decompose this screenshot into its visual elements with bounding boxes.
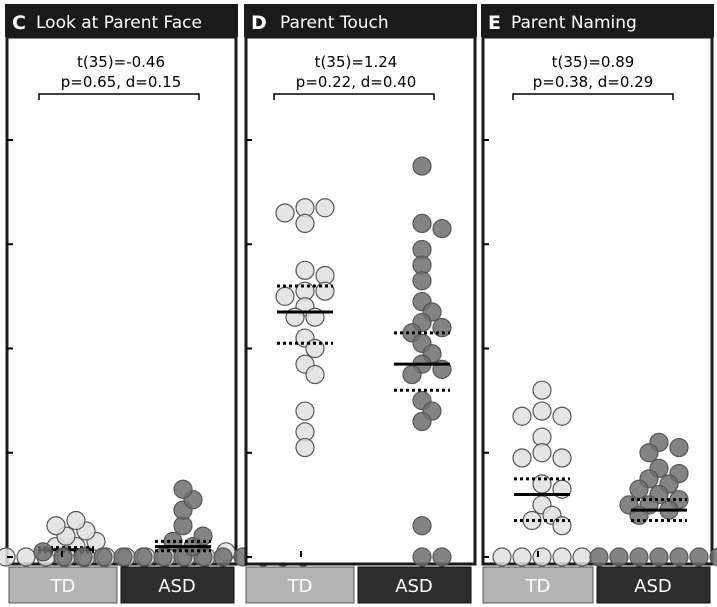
panel-e-title: Parent Naming: [511, 13, 637, 33]
panel-d-asd-point: [432, 547, 452, 567]
panel-e-td-point: [572, 547, 592, 567]
panel-d-title: Parent Touch: [280, 13, 389, 33]
panel-c: C Look at Parent Face t(35)=-0.46 p=0.65…: [0, 4, 333, 604]
panel-c-asd-label: ASD: [158, 576, 196, 597]
panel-e-td-point: [532, 547, 552, 567]
panel-d-asd-point: [412, 271, 432, 291]
panel-d-td-point: [305, 364, 325, 385]
panel-e-asd-point: [629, 479, 649, 499]
panel-c-td-button[interactable]: [8, 566, 118, 604]
panel-e-td-point: [532, 401, 552, 421]
panel-e-td-point: [552, 406, 572, 426]
panel-c-asd-point: [93, 547, 113, 567]
panel-e-td-point: [532, 474, 552, 494]
panel-d-td-button[interactable]: [245, 566, 355, 604]
panel-d-marks: [275, 156, 452, 567]
panel-d-stat-t: t(35)=1.24: [315, 53, 398, 71]
panel-d-td-label: TD: [287, 576, 313, 597]
panel-e-td-point: [552, 547, 572, 567]
panel-c-td-label: TD: [50, 576, 76, 597]
panel-e-td-point: [552, 448, 572, 468]
panel-c-plot-area: [5, 35, 238, 566]
panel-d-asd-point: [412, 213, 432, 233]
panel-c-td-point: [46, 516, 66, 536]
panel-e-asd-point: [669, 547, 689, 567]
panel-c-td-point: [66, 510, 86, 531]
panel-e-header: [481, 4, 714, 37]
panel-d-asd-point: [412, 547, 432, 567]
panel-e-stat-p: p=0.38, d=0.29: [533, 73, 654, 91]
panel-d-asd-label: ASD: [395, 576, 433, 597]
panel-c-asd-point: [133, 547, 153, 567]
panel-e-asd-point: [649, 547, 669, 567]
panel-e-significance-bracket: [512, 93, 674, 100]
panel-d-td-point: [295, 213, 315, 233]
panel-e-td-label: TD: [525, 576, 551, 597]
panel-c-stat-p: p=0.65, d=0.15: [61, 73, 182, 91]
panel-d-ticks: [246, 139, 302, 558]
panel-e-asd-point: [589, 547, 609, 567]
panel-d-asd-point: [412, 516, 432, 536]
panel-d-td-point: [295, 401, 315, 421]
panel-e-stat-t: t(35)=0.89: [552, 53, 635, 71]
panel-e: E Parent Naming t(35)=0.89 p=0.38, d=0.2…: [481, 4, 717, 604]
panel-c-letter: C: [12, 12, 26, 34]
panel-d-td-point: [295, 437, 315, 458]
panel-e-td-point: [532, 380, 552, 400]
panel-d-asd-point: [432, 219, 452, 239]
panel-d-letter: D: [251, 12, 267, 34]
panel-e-asd-point: [669, 437, 689, 458]
panel-c-asd-button[interactable]: [120, 566, 235, 604]
panel-e-td-point: [512, 406, 532, 426]
panel-c-significance-bracket: [38, 93, 200, 100]
panel-c-asd-point: [113, 547, 133, 567]
panel-d-td-point: [315, 198, 335, 218]
panel-e-asd-point: [689, 547, 709, 567]
panel-c-td-point: [16, 547, 36, 567]
panel-c-asd-point: [33, 542, 53, 562]
panel-d-asd-button[interactable]: [357, 566, 472, 604]
panel-e-asd-label: ASD: [634, 576, 672, 597]
panel-d-asd-point: [412, 411, 432, 432]
panel-c-asd-point: [173, 479, 193, 499]
panel-e-marks: [492, 380, 717, 567]
panel-c-header: [5, 4, 238, 37]
panel-c-ticks: [7, 139, 63, 558]
panel-d-td-point: [275, 203, 295, 223]
panel-e-asd-point: [629, 547, 649, 567]
panel-c-asd-point: [73, 547, 93, 567]
panel-d-significance-bracket: [273, 93, 435, 100]
panel-c-asd-point: [213, 547, 233, 567]
panel-e-td-point: [512, 547, 532, 567]
panel-d-td-point: [275, 286, 295, 306]
panel-e-asd-point: [709, 547, 717, 567]
panel-e-td-point: [532, 443, 552, 463]
panel-d: D Parent Touch t(35)=1.24 p=0.22, d=0.40…: [244, 4, 477, 604]
panel-e-asd-point: [639, 443, 659, 463]
panel-d-td-point: [295, 260, 315, 280]
panel-c-title: Look at Parent Face: [36, 13, 202, 33]
panel-d-asd-point: [412, 156, 432, 176]
panel-d-header: [244, 4, 477, 37]
panel-e-ticks: [483, 139, 539, 558]
panel-e-letter: E: [488, 12, 501, 34]
panel-d-asd-point: [402, 364, 422, 385]
panel-e-td-point: [512, 448, 532, 468]
panel-e-asd-button[interactable]: [596, 566, 711, 604]
panel-e-td-point: [492, 547, 512, 567]
panel-d-stat-p: p=0.22, d=0.40: [296, 73, 417, 91]
panel-e-td-button[interactable]: [482, 566, 594, 604]
panel-c-stat-t: t(35)=-0.46: [77, 53, 165, 71]
panel-e-asd-point: [609, 547, 629, 567]
